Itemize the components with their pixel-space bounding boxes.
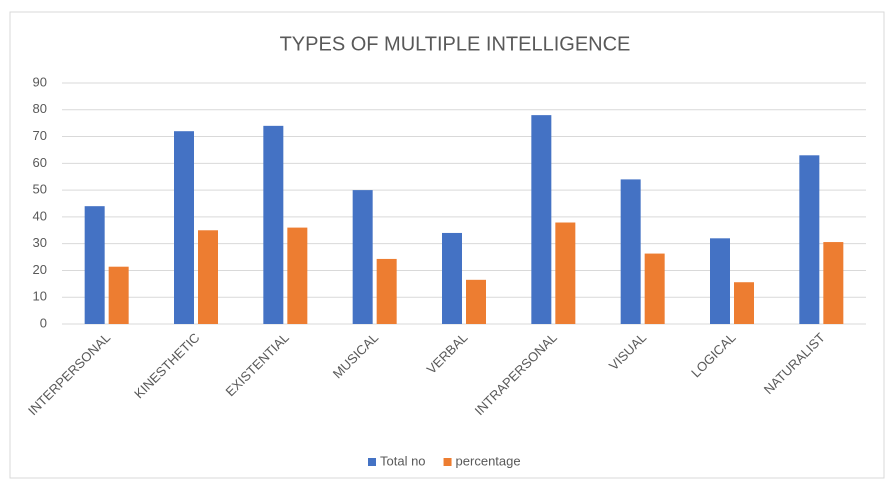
y-tick-label: 80 — [33, 101, 47, 116]
y-tick-label: 90 — [33, 74, 47, 89]
bar — [823, 242, 844, 324]
bar — [734, 282, 754, 324]
bar — [466, 279, 486, 324]
bar — [263, 125, 284, 324]
bar — [620, 179, 641, 324]
bar — [108, 266, 129, 324]
bar — [531, 115, 552, 324]
legend-label: Total no — [380, 453, 426, 468]
legend-swatch — [443, 458, 452, 466]
legend-label: percentage — [456, 453, 521, 468]
bar — [174, 131, 194, 324]
y-tick-label: 60 — [33, 155, 47, 170]
y-tick-label: 30 — [33, 235, 47, 250]
bar — [84, 206, 105, 324]
y-tick-label: 10 — [33, 289, 47, 304]
bar — [799, 155, 820, 324]
y-tick-label: 50 — [33, 182, 47, 197]
bar — [352, 190, 373, 324]
bar — [198, 230, 218, 324]
bar — [287, 227, 308, 324]
bar — [442, 232, 462, 324]
bar — [710, 238, 730, 324]
y-tick-label: 40 — [33, 208, 47, 223]
y-tick-label: 70 — [33, 128, 47, 143]
y-tick-label: 0 — [40, 315, 47, 330]
chart-title: TYPES OF MULTIPLE INTELLIGENCE — [280, 33, 631, 55]
bar — [376, 258, 397, 324]
bar — [644, 253, 665, 324]
y-tick-label: 20 — [33, 262, 47, 277]
bar — [555, 222, 576, 324]
legend-swatch — [368, 458, 376, 466]
